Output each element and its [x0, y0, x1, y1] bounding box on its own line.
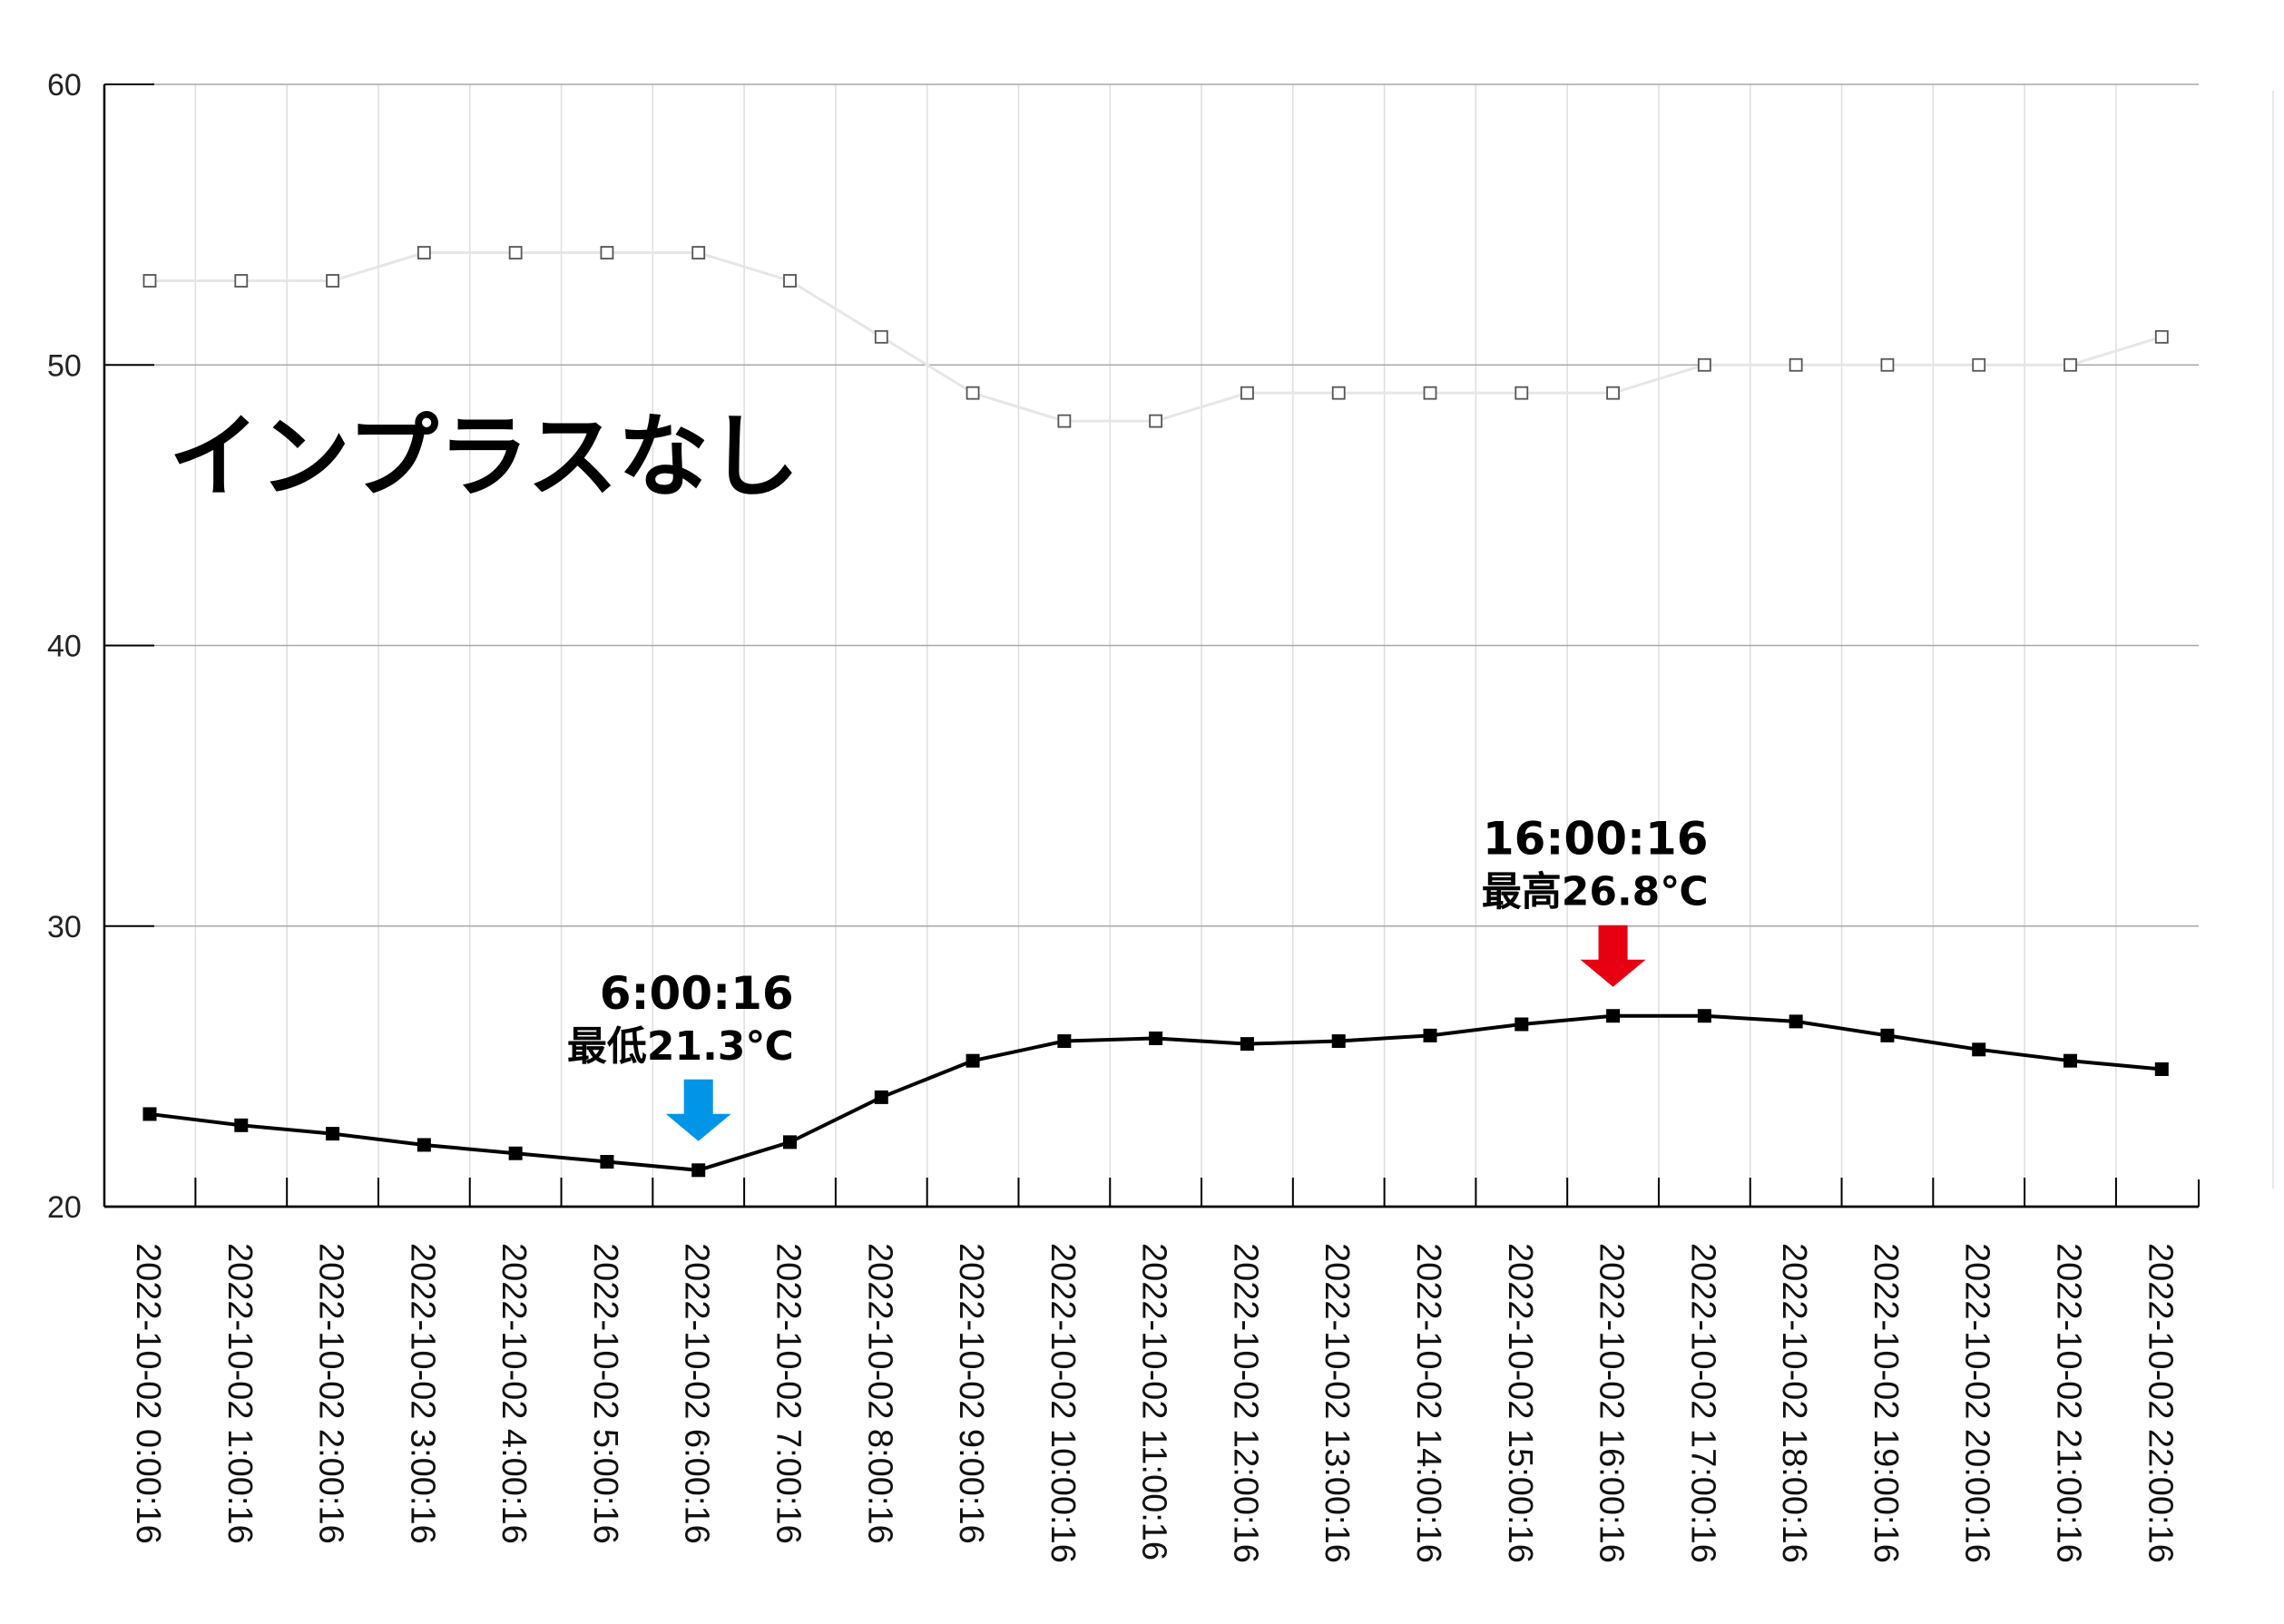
series-0-point	[966, 386, 980, 400]
x-tick-label: 2022-10-02 18:00:16	[1775, 1243, 1813, 1563]
series-1-point	[508, 1146, 523, 1160]
series-0-point	[234, 274, 249, 288]
series-0-point	[1697, 357, 1711, 372]
x-tick-label: 2022-10-02 8:00:16	[860, 1243, 898, 1544]
series-1-point	[1789, 1014, 1803, 1029]
x-tick-label: 2022-10-02 4:00:16	[495, 1243, 533, 1544]
x-tick-label: 2022-10-02 0:00:16	[129, 1243, 167, 1544]
series-line-0	[150, 251, 2162, 423]
y-tick-label: 30	[47, 910, 82, 944]
series-1-point	[1880, 1028, 1895, 1042]
x-tick-label: 2022-10-02 1:00:16	[221, 1243, 259, 1544]
series-1-point	[783, 1135, 798, 1150]
series-0-point	[326, 274, 339, 288]
y-tick-label: 40	[47, 630, 82, 664]
series-0-point	[1880, 357, 1895, 372]
x-tick-label: 2022-10-02 19:00:16	[1867, 1243, 1905, 1563]
series-1-point	[966, 1053, 980, 1068]
series-1-point	[874, 1090, 888, 1104]
series-0-point	[1789, 357, 1803, 372]
x-tick-label: 2022-10-02 3:00:16	[403, 1243, 441, 1544]
x-tick-label: 2022-10-02 17:00:16	[1683, 1243, 1721, 1563]
series-0-point	[874, 329, 888, 344]
axis-layer: 20 30 40 50 60 2022-10-02 0:00:16 2022-10-02 1…	[47, 68, 2274, 1563]
arrow-down-icon	[665, 1079, 731, 1141]
x-tick-label: 2022-10-02 15:00:16	[1501, 1243, 1539, 1563]
series-1-point	[326, 1127, 340, 1141]
x-tick-label: 2022-10-02 16:00:16	[1593, 1243, 1631, 1563]
x-tick-label: 2022-10-02 20:00:16	[1958, 1243, 1996, 1563]
series-layer	[142, 246, 2169, 1178]
series-0-point	[691, 246, 706, 259]
x-tick-label: 2022-10-02 12:00:16	[1226, 1243, 1264, 1563]
series-1-point	[1240, 1037, 1254, 1052]
series-0-point	[1972, 357, 1986, 372]
series-0-point	[1423, 386, 1437, 400]
arrow-down-icon	[1580, 925, 1646, 987]
x-tick-label: 2022-10-02 13:00:16	[1318, 1243, 1356, 1563]
series-1-point	[417, 1138, 431, 1152]
y-tick-label: 20	[47, 1190, 82, 1225]
series-0-point	[508, 246, 523, 259]
series-0-point	[2154, 329, 2169, 344]
x-tick-label: 2022-10-02 11:00:16	[1135, 1243, 1173, 1560]
y-tick-label: 50	[47, 348, 82, 383]
x-tick-label: 2022-10-02 22:00:16	[2141, 1243, 2179, 1563]
series-1-point	[1514, 1017, 1529, 1032]
series-1-point	[1697, 1009, 1711, 1023]
series-1-point	[1057, 1034, 1072, 1049]
annotation-time-label: 6:00:16	[600, 967, 794, 1020]
x-tick-label: 2022-10-02 14:00:16	[1409, 1243, 1447, 1563]
series-0-point	[417, 246, 431, 259]
series-0-point	[1240, 386, 1254, 400]
series-1-point	[1423, 1028, 1437, 1042]
x-tick-label: 2022-10-02 2:00:16	[312, 1243, 350, 1544]
annotation-value-label: 最低21.3℃	[567, 1023, 794, 1070]
x-tick-label: 2022-10-02 5:00:16	[586, 1243, 624, 1544]
series-1-point	[234, 1118, 249, 1132]
series-1-point	[2154, 1061, 2169, 1076]
x-tick-label: 2022-10-02 6:00:16	[678, 1243, 716, 1544]
series-1-point	[1972, 1042, 1986, 1057]
series-0-point	[1149, 414, 1163, 428]
series-1-point	[1149, 1031, 1163, 1045]
x-tick-label: 2022-10-02 21:00:16	[2050, 1243, 2088, 1563]
x-tick-label: 2022-10-02 7:00:16	[770, 1243, 808, 1544]
series-1-point	[600, 1155, 614, 1169]
series-0-point	[142, 274, 157, 288]
series-0-point	[1514, 386, 1529, 400]
series-0-point	[600, 246, 614, 259]
series-0-point	[783, 274, 797, 288]
y-tick-label: 60	[47, 68, 82, 103]
series-0-point	[1331, 386, 1346, 400]
series-0-point	[1606, 386, 1620, 400]
annotation-value-label: 最高26.8℃	[1482, 869, 1709, 915]
x-tick-label: 2022-10-02 10:00:16	[1044, 1243, 1082, 1563]
series-0-point	[2063, 357, 2077, 372]
series-1-point	[142, 1107, 157, 1121]
series-0-point	[1057, 414, 1072, 428]
series-1-point	[1331, 1034, 1346, 1049]
x-tick-label: 2022-10-02 9:00:16	[952, 1243, 990, 1544]
series-1-point	[1606, 1009, 1621, 1023]
series-1-point	[691, 1163, 706, 1178]
chart-overlay-title: インプラスなし	[169, 404, 799, 510]
series-1-point	[2063, 1053, 2078, 1068]
annotation-time-label: 16:00:16	[1483, 813, 1709, 866]
